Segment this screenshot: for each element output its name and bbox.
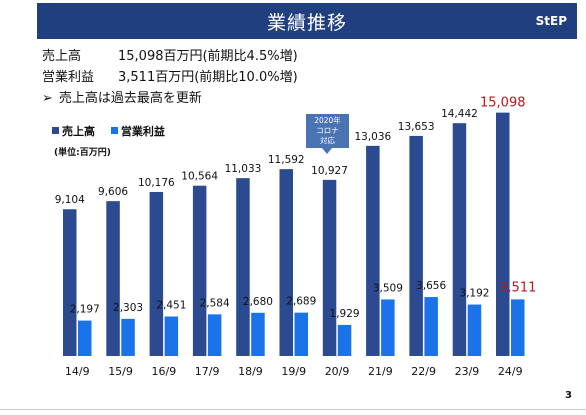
x-tick-label-6: 20/9 (325, 365, 350, 378)
data-label-sales-4: 11,033 (225, 163, 262, 175)
data-label-op-1: 2,303 (113, 302, 143, 314)
bar-sales-5 (279, 169, 293, 356)
callout-pointer (322, 148, 332, 154)
covid-callout: 2020年 コロナ 対応 (306, 114, 349, 148)
sales-label: 売上高 (42, 49, 82, 64)
footer-divider (0, 409, 586, 410)
legend-label-op: 営業利益 (120, 125, 165, 138)
bar-op-8 (424, 297, 438, 356)
data-label-sales-2: 10,176 (138, 177, 175, 189)
bar-op-1 (121, 318, 135, 356)
bar-op-10 (511, 299, 525, 356)
bar-sales-2 (149, 191, 164, 356)
header-bar: 業績推移 StEP (37, 3, 577, 39)
bar-sales-1 (106, 201, 120, 356)
bar-op-9 (467, 304, 482, 356)
bar-sales-4 (236, 178, 250, 356)
legend-swatch-sales (52, 127, 59, 134)
data-label-sales-7: 13,036 (354, 131, 391, 143)
bar-sales-9 (452, 123, 467, 356)
data-label-op-3: 2,584 (200, 297, 230, 309)
bar-sales-0 (63, 209, 77, 356)
x-tick-label-9: 23/9 (455, 365, 480, 378)
bar-op-6 (337, 324, 352, 356)
bar-sales-10 (496, 112, 510, 356)
data-label-op-4: 2,680 (243, 296, 273, 308)
data-label-sales-9: 14,442 (441, 108, 478, 120)
data-label-op-10: 3,511 (499, 280, 536, 295)
bar-sales-7 (366, 145, 380, 356)
x-tick-label-3: 17/9 (195, 365, 220, 378)
x-tick-label-4: 18/9 (238, 365, 263, 378)
callout-line-3: 対応 (320, 136, 335, 145)
bar-op-2 (164, 316, 179, 356)
note-text: 売上高は過去最高を更新 (58, 91, 202, 106)
chart-legend: 売上高 営業利益 (52, 123, 177, 139)
bar-sales-3 (192, 185, 207, 356)
legend-item-sales: 売上高 (52, 123, 95, 139)
bar-sales-8 (409, 135, 423, 356)
data-label-sales-1: 9,606 (98, 186, 128, 198)
data-label-op-5: 2,689 (286, 296, 316, 308)
data-label-sales-10: 15,098 (480, 96, 526, 111)
legend-swatch-op (110, 127, 118, 134)
x-tick-label-10: 24/9 (498, 365, 523, 378)
legend-label-sales: 売上高 (62, 125, 95, 138)
bar-op-5 (294, 312, 308, 356)
data-label-op-2: 2,451 (156, 299, 186, 311)
unit-label: (単位:百万円) (54, 148, 111, 158)
sales-value: 15,098百万円(前期比4.5%増) (118, 49, 298, 64)
bar-sales-6 (322, 179, 337, 356)
page-number: 3 (565, 390, 572, 401)
summary-block: 売上高 15,098百万円(前期比4.5%増) 営業利益 3,511百万円(前期比1… (42, 46, 298, 109)
callout-line-2: コロナ (316, 126, 339, 135)
note-row: ➢ 売上高は過去最高を更新 (42, 88, 298, 109)
x-tick-label-1: 15/9 (108, 365, 133, 378)
data-label-op-6: 1,929 (330, 308, 360, 320)
page-title: 業績推移 (266, 12, 347, 34)
data-label-op-7: 3,509 (373, 282, 403, 294)
x-tick-label-0: 14/9 (65, 365, 90, 378)
x-tick-label-8: 22/9 (411, 365, 436, 378)
op-summary-row: 営業利益 3,511百万円(前期比10.0%増) (42, 67, 298, 88)
sales-summary-row: 売上高 15,098百万円(前期比4.5%増) (42, 46, 298, 67)
x-tick-label-2: 16/9 (151, 365, 176, 378)
data-label-sales-0: 9,104 (55, 194, 85, 206)
legend-item-op: 営業利益 (110, 123, 165, 139)
company-logo: StEP (535, 14, 567, 28)
data-label-sales-5: 11,592 (268, 154, 305, 166)
callout-line-1: 2020年 (314, 116, 341, 125)
arrow-bullet-icon: ➢ (42, 91, 53, 106)
op-value: 3,511百万円(前期比10.0%増) (118, 70, 298, 85)
bar-op-3 (207, 314, 222, 356)
data-label-op-8: 3,656 (416, 280, 446, 292)
x-tick-label-5: 19/9 (281, 365, 306, 378)
data-label-sales-3: 10,564 (181, 171, 218, 183)
data-label-op-9: 3,192 (459, 288, 489, 300)
data-label-sales-8: 13,653 (398, 121, 435, 133)
data-label-op-0: 2,197 (70, 304, 100, 316)
bar-op-7 (381, 299, 395, 356)
data-label-sales-6: 10,927 (311, 165, 348, 177)
x-tick-label-7: 21/9 (368, 365, 393, 378)
bar-op-0 (78, 320, 92, 356)
bar-op-4 (251, 312, 265, 356)
op-label: 営業利益 (42, 70, 95, 85)
